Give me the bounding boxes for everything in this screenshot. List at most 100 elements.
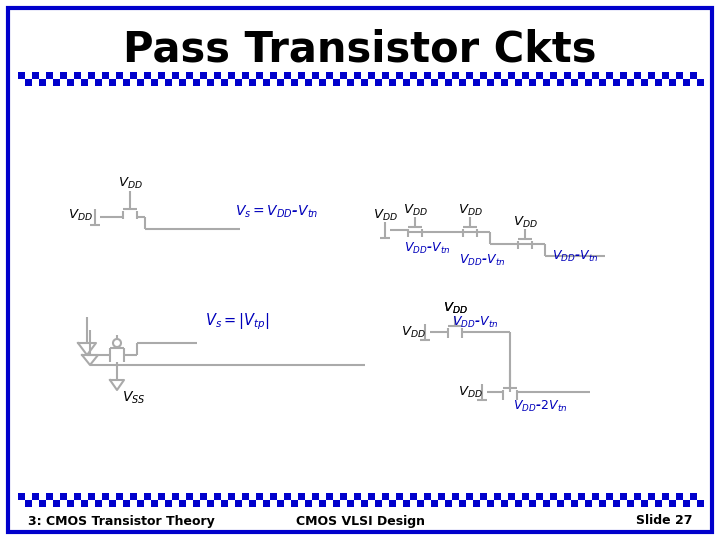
Text: $V_{SS}$: $V_{SS}$	[122, 390, 145, 406]
Bar	[368, 72, 375, 79]
Text: CMOS VLSI Design: CMOS VLSI Design	[295, 515, 425, 528]
Bar	[312, 493, 319, 500]
Bar	[438, 72, 445, 79]
Text: $V_{DD}$: $V_{DD}$	[402, 202, 428, 218]
Bar	[571, 500, 578, 507]
Bar	[200, 493, 207, 500]
Bar	[109, 79, 116, 86]
Bar	[116, 72, 123, 79]
Bar	[452, 493, 459, 500]
Bar	[291, 500, 298, 507]
Bar	[403, 500, 410, 507]
Text: $V_{DD}$: $V_{DD}$	[457, 202, 482, 218]
Bar	[39, 500, 46, 507]
Text: $V_{DD}$: $V_{DD}$	[443, 300, 467, 315]
Bar	[95, 79, 102, 86]
Bar	[599, 500, 606, 507]
Bar	[368, 493, 375, 500]
Bar	[144, 72, 151, 79]
Bar	[333, 79, 340, 86]
Bar	[550, 72, 557, 79]
Bar	[102, 493, 109, 500]
Bar	[18, 72, 25, 79]
Bar	[109, 500, 116, 507]
Bar	[361, 500, 368, 507]
Bar	[25, 79, 32, 86]
Bar	[452, 72, 459, 79]
Bar	[354, 493, 361, 500]
Bar	[606, 493, 613, 500]
Bar	[592, 493, 599, 500]
Bar	[158, 493, 165, 500]
Bar	[67, 79, 74, 86]
Bar	[543, 500, 550, 507]
Bar	[179, 500, 186, 507]
Text: $V_{DD}$-$V_{tn}$: $V_{DD}$-$V_{tn}$	[552, 248, 598, 264]
Bar	[25, 500, 32, 507]
Bar	[340, 493, 347, 500]
Bar	[270, 72, 277, 79]
Bar	[620, 72, 627, 79]
Bar	[284, 72, 291, 79]
Bar	[347, 500, 354, 507]
Bar	[669, 500, 676, 507]
Bar	[557, 79, 564, 86]
Bar	[620, 493, 627, 500]
Bar	[641, 500, 648, 507]
Bar	[151, 79, 158, 86]
Bar	[515, 79, 522, 86]
Bar	[648, 493, 655, 500]
Text: $V_{DD}$-$V_{tn}$: $V_{DD}$-$V_{tn}$	[404, 240, 450, 255]
Bar	[179, 79, 186, 86]
Text: $V_{DD}$: $V_{DD}$	[457, 384, 482, 400]
Bar	[193, 500, 200, 507]
Bar	[417, 79, 424, 86]
Bar	[32, 72, 39, 79]
Bar	[319, 500, 326, 507]
Bar	[445, 500, 452, 507]
Bar	[130, 72, 137, 79]
Bar	[256, 72, 263, 79]
Bar	[375, 79, 382, 86]
Text: $V_{DD}$: $V_{DD}$	[400, 325, 426, 340]
Bar	[508, 72, 515, 79]
Bar	[263, 79, 270, 86]
FancyBboxPatch shape	[8, 8, 712, 532]
Bar	[256, 493, 263, 500]
Bar	[102, 72, 109, 79]
Bar	[249, 79, 256, 86]
Bar	[305, 79, 312, 86]
Bar	[200, 72, 207, 79]
Bar	[564, 493, 571, 500]
Bar	[655, 79, 662, 86]
Bar	[249, 500, 256, 507]
Bar	[53, 500, 60, 507]
Bar	[431, 500, 438, 507]
Bar	[347, 79, 354, 86]
Bar	[144, 493, 151, 500]
Bar	[564, 72, 571, 79]
Bar	[571, 79, 578, 86]
Bar	[382, 493, 389, 500]
Bar	[396, 493, 403, 500]
Bar	[354, 72, 361, 79]
Bar	[116, 493, 123, 500]
Bar	[543, 79, 550, 86]
Text: $V_s = |V_{tp}|$: $V_s = |V_{tp}|$	[205, 312, 270, 332]
Bar	[298, 72, 305, 79]
Bar	[81, 500, 88, 507]
Bar	[186, 72, 193, 79]
Bar	[690, 72, 697, 79]
Bar	[137, 500, 144, 507]
Bar	[487, 79, 494, 86]
Bar	[550, 493, 557, 500]
Bar	[389, 500, 396, 507]
Bar	[410, 72, 417, 79]
Bar	[221, 79, 228, 86]
Bar	[599, 79, 606, 86]
Bar	[172, 72, 179, 79]
Bar	[165, 79, 172, 86]
Bar	[403, 79, 410, 86]
Bar	[340, 72, 347, 79]
Text: $V_{DD}$: $V_{DD}$	[372, 207, 397, 222]
